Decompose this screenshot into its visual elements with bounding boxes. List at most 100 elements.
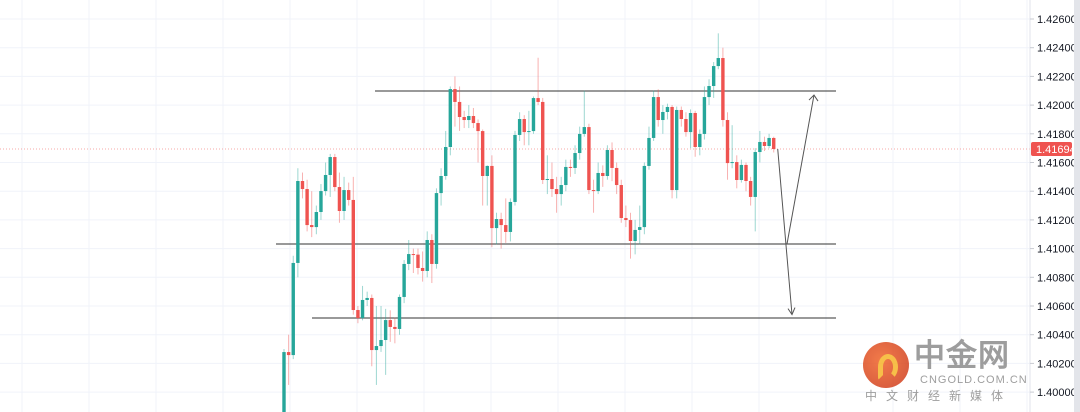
candle-body: [444, 147, 448, 176]
candle: [633, 219, 637, 255]
candle: [698, 129, 702, 156]
candle-body: [383, 320, 388, 341]
candle: [333, 153, 337, 192]
candle-body: [462, 117, 466, 121]
y-tick-label: 1.41000: [1037, 244, 1077, 256]
candle-body: [485, 165, 489, 176]
candle-body: [698, 133, 702, 148]
candle: [675, 106, 679, 199]
candle-body: [337, 187, 342, 212]
candle-body: [554, 189, 559, 195]
candle: [282, 349, 286, 412]
candle-body: [360, 299, 365, 319]
candle: [425, 231, 429, 278]
candle: [323, 162, 328, 196]
candle-body: [402, 263, 406, 297]
down-arrow-line: [777, 148, 793, 315]
candle: [411, 248, 416, 273]
current-price-label: 1.41694: [1036, 144, 1076, 156]
candle-body: [568, 166, 573, 168]
candle: [568, 159, 573, 177]
candle-body: [356, 310, 360, 319]
candle: [342, 176, 346, 220]
candle: [762, 136, 767, 152]
candle: [480, 129, 485, 206]
candle: [716, 33, 720, 70]
cngold-logo: 中金网 CNGOLD.COM.CN 中文财经新媒体: [858, 339, 1027, 412]
candle-body: [735, 162, 739, 181]
candle-body: [323, 174, 328, 192]
candle: [642, 162, 647, 235]
candle: [388, 310, 392, 342]
candle: [296, 168, 300, 278]
candle: [397, 294, 402, 335]
candle: [439, 168, 443, 206]
candle-body: [416, 254, 420, 268]
candle-body: [564, 166, 568, 186]
candle: [346, 182, 351, 206]
candle: [286, 334, 291, 385]
candle-body: [296, 181, 300, 263]
logo-emblem-icon: [863, 342, 909, 388]
candle: [601, 165, 605, 187]
candle-body: [430, 239, 434, 264]
candle-body: [647, 137, 651, 166]
candle: [702, 86, 707, 140]
projection-arrows[interactable]: [777, 94, 819, 316]
candle-body: [772, 137, 776, 150]
candle-body: [758, 141, 762, 153]
candle-body: [476, 123, 480, 132]
candle-body: [559, 185, 563, 195]
candle: [661, 105, 665, 134]
candle: [693, 110, 697, 157]
support-resistance-lines[interactable]: [276, 90, 836, 319]
candle: [453, 76, 457, 127]
y-tick-label: 1.40400: [1037, 330, 1077, 342]
candle: [314, 205, 319, 235]
candle-body: [744, 164, 748, 182]
candle: [656, 89, 660, 127]
candle-body: [291, 262, 295, 356]
candle-body: [573, 153, 577, 168]
candle: [707, 79, 711, 106]
candle: [614, 162, 619, 195]
candle: [351, 176, 355, 315]
candle-body: [656, 97, 660, 121]
candle-body: [721, 58, 725, 121]
scrollbar[interactable]: [1074, 0, 1080, 412]
candle-body: [517, 119, 522, 135]
candle-body: [753, 152, 757, 197]
candle-body: [508, 201, 513, 232]
candle: [596, 162, 600, 195]
y-tick-label: 1.40200: [1037, 358, 1077, 370]
candle: [536, 57, 540, 106]
candle-body: [286, 352, 291, 356]
candle: [624, 205, 628, 228]
candle-body: [605, 150, 610, 176]
candle-body: [439, 175, 443, 194]
up-arrowhead-icon: [808, 94, 819, 102]
y-tick-label: 1.41400: [1037, 186, 1077, 198]
candle: [319, 184, 323, 220]
candle-body: [628, 220, 633, 241]
candle-body: [730, 162, 734, 164]
candle: [356, 306, 360, 324]
candle: [573, 145, 577, 174]
candle: [531, 96, 536, 134]
logo-tagline: 中文财经新媒体: [865, 389, 1013, 403]
candle-body: [693, 112, 697, 148]
candle: [420, 251, 425, 282]
candle: [587, 123, 591, 195]
candle-body: [480, 131, 485, 176]
candle: [651, 90, 656, 141]
candle-body: [342, 190, 346, 212]
candle-body: [351, 199, 355, 311]
candle: [527, 110, 531, 146]
candle-body: [688, 112, 693, 133]
candle: [462, 110, 466, 129]
candle: [688, 109, 693, 149]
candle-body: [411, 254, 416, 256]
price-axis[interactable]: 1.42600 1.42400 1.42200 1.42000 1.41800 1.416…: [1030, 14, 1077, 399]
candle: [758, 130, 762, 163]
